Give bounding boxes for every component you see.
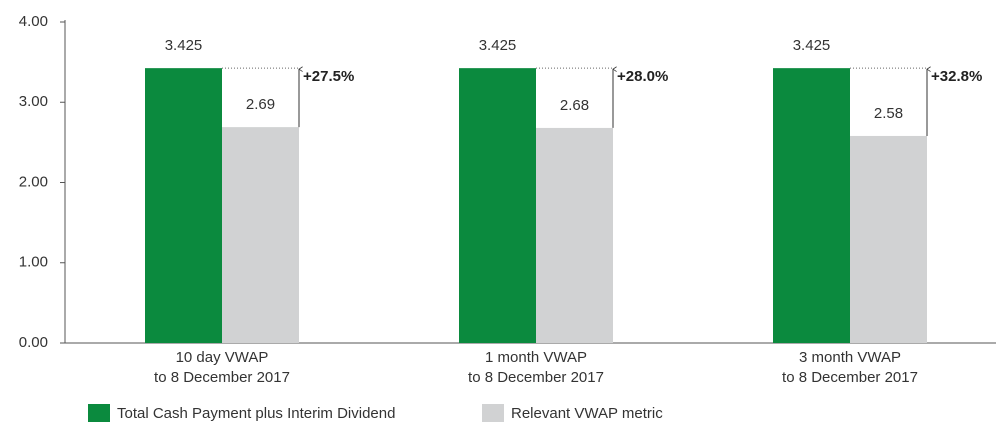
bar [850,135,927,343]
value-label: 2.58 [874,105,903,122]
premium-label: +32.8% [931,68,982,85]
bar [536,127,613,344]
value-label: 3.425 [793,37,831,54]
value-label: 2.68 [560,97,589,114]
value-label: 2.69 [246,96,275,113]
y-tick-label: 4.00 [19,13,48,30]
y-tick-label: 3.00 [19,93,48,110]
legend-swatch [482,404,504,422]
premium-label: +27.5% [303,68,354,85]
legend-label: Total Cash Payment plus Interim Dividend [117,405,395,422]
x-tick-label: 10 day VWAP to 8 December 2017 [154,349,290,386]
y-tick-label: 1.00 [19,254,48,271]
value-label: 3.425 [165,37,203,54]
y-tick-label: 0.00 [19,334,48,351]
bar [145,68,222,344]
legend-swatch [88,404,110,422]
value-label: 3.425 [479,37,517,54]
bar [222,127,299,343]
x-tick-label: 1 month VWAP to 8 December 2017 [468,349,604,386]
premium-label: +28.0% [617,68,668,85]
y-tick-label: 2.00 [19,173,48,190]
x-tick-label: 3 month VWAP to 8 December 2017 [782,349,918,386]
legend-label: Relevant VWAP metric [511,405,663,422]
bar [459,68,536,344]
bar [773,68,850,344]
